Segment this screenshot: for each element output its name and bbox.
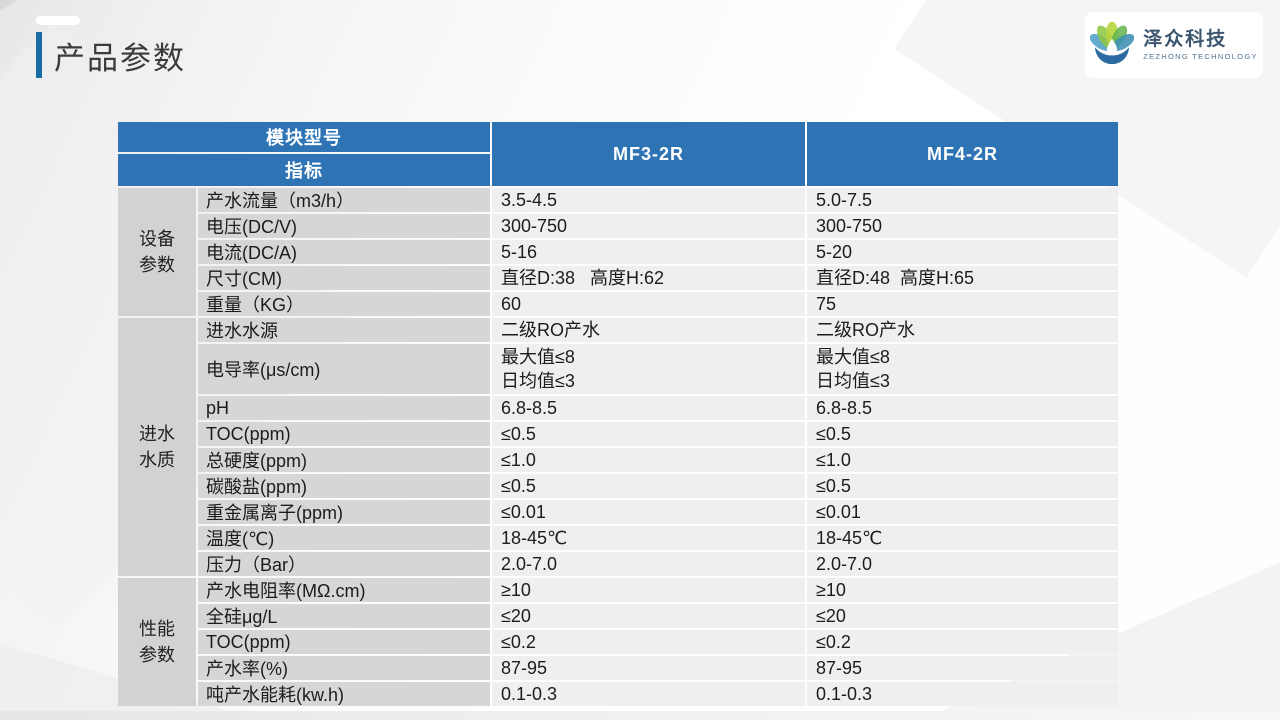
top-pill-decoration (36, 16, 80, 25)
value-mf3: 直径D:38 高度H:62 (492, 266, 805, 290)
value-mf4: ≤0.2 (807, 630, 1118, 654)
value-mf4: ≤0.5 (807, 422, 1118, 446)
value-mf4: 直径D:48 高度H:65 (807, 266, 1118, 290)
value-mf4: 18-45℃ (807, 526, 1118, 550)
value-mf4: 最大值≤8 日均值≤3 (807, 344, 1118, 394)
header-module-model: 模块型号 (118, 122, 490, 152)
row-label: 重量（KG） (198, 292, 490, 316)
bg-corner-notch (0, 0, 18, 11)
value-mf3: 300-750 (492, 214, 805, 238)
value-mf4: ≤20 (807, 604, 1118, 628)
value-mf4: ≥10 (807, 578, 1118, 602)
value-mf3: 18-45℃ (492, 526, 805, 550)
row-label: 尺寸(CM) (198, 266, 490, 290)
value-mf3: 5-16 (492, 240, 805, 264)
value-mf4: ≤0.01 (807, 500, 1118, 524)
header-indicator: 指标 (118, 154, 490, 186)
company-logo: 泽众科技 ZEZHONG TECHNOLOGY (1085, 12, 1263, 78)
value-mf4: 87-95 (807, 656, 1118, 680)
row-label: 碳酸盐(ppm) (198, 474, 490, 498)
value-mf4: 5-20 (807, 240, 1118, 264)
value-mf4: ≤1.0 (807, 448, 1118, 472)
value-mf3: ≤0.5 (492, 422, 805, 446)
value-mf3: ≤0.2 (492, 630, 805, 654)
row-label: TOC(ppm) (198, 422, 490, 446)
row-label: 电导率(μs/cm) (198, 344, 490, 394)
value-mf3: 0.1-0.3 (492, 682, 805, 706)
value-mf3: ≤0.01 (492, 500, 805, 524)
section-label-feed-water: 进水 水质 (118, 318, 196, 576)
bg-bottom-strip (0, 711, 1280, 720)
row-label: 温度(℃) (198, 526, 490, 550)
value-mf4: 300-750 (807, 214, 1118, 238)
value-mf3: ≤1.0 (492, 448, 805, 472)
row-label: 电压(DC/V) (198, 214, 490, 238)
row-label: 进水水源 (198, 318, 490, 342)
row-label: 电流(DC/A) (198, 240, 490, 264)
value-mf3: ≤20 (492, 604, 805, 628)
row-label: TOC(ppm) (198, 630, 490, 654)
row-label: 产水率(%) (198, 656, 490, 680)
value-mf3: ≥10 (492, 578, 805, 602)
value-mf3: 87-95 (492, 656, 805, 680)
logo-text-block: 泽众科技 ZEZHONG TECHNOLOGY (1143, 29, 1258, 61)
title-accent-bar (36, 32, 42, 78)
value-mf4: 2.0-7.0 (807, 552, 1118, 576)
value-mf3: 6.8-8.5 (492, 396, 805, 420)
section-label-equipment: 设备 参数 (118, 188, 196, 316)
value-mf4: 5.0-7.5 (807, 188, 1118, 212)
value-mf3: ≤0.5 (492, 474, 805, 498)
product-spec-table: 模块型号 指标 MF3-2R MF4-2R 设备 参数 进水 水质 性能 参数 … (118, 122, 1118, 706)
value-mf3: 最大值≤8 日均值≤3 (492, 344, 805, 394)
header-col-mf4-2r: MF4-2R (807, 122, 1118, 186)
row-label: 压力（Bar） (198, 552, 490, 576)
section-label-performance: 性能 参数 (118, 578, 196, 706)
row-label: 总硬度(ppm) (198, 448, 490, 472)
row-label: pH (198, 396, 490, 420)
value-mf4: 75 (807, 292, 1118, 316)
value-mf4: ≤0.5 (807, 474, 1118, 498)
lotus-drop-logo-icon (1090, 22, 1135, 65)
row-label: 产水电阻率(MΩ.cm) (198, 578, 490, 602)
logo-company-name: 泽众科技 (1143, 28, 1228, 50)
page-title: 产品参数 (54, 40, 186, 76)
value-mf3: 2.0-7.0 (492, 552, 805, 576)
value-mf3: 60 (492, 292, 805, 316)
row-label: 吨产水能耗(kw.h) (198, 682, 490, 706)
value-mf4: 0.1-0.3 (807, 682, 1118, 706)
row-label: 全硅μg/L (198, 604, 490, 628)
logo-company-name-en: ZEZHONG TECHNOLOGY (1143, 51, 1258, 61)
header-col-mf3-2r: MF3-2R (492, 122, 805, 186)
title-block: 产品参数 (36, 32, 186, 78)
value-mf4: 6.8-8.5 (807, 396, 1118, 420)
value-mf3: 二级RO产水 (492, 318, 805, 342)
value-mf3: 3.5-4.5 (492, 188, 805, 212)
row-label: 产水流量（m3/h） (198, 188, 490, 212)
value-mf4: 二级RO产水 (807, 318, 1118, 342)
row-label: 重金属离子(ppm) (198, 500, 490, 524)
